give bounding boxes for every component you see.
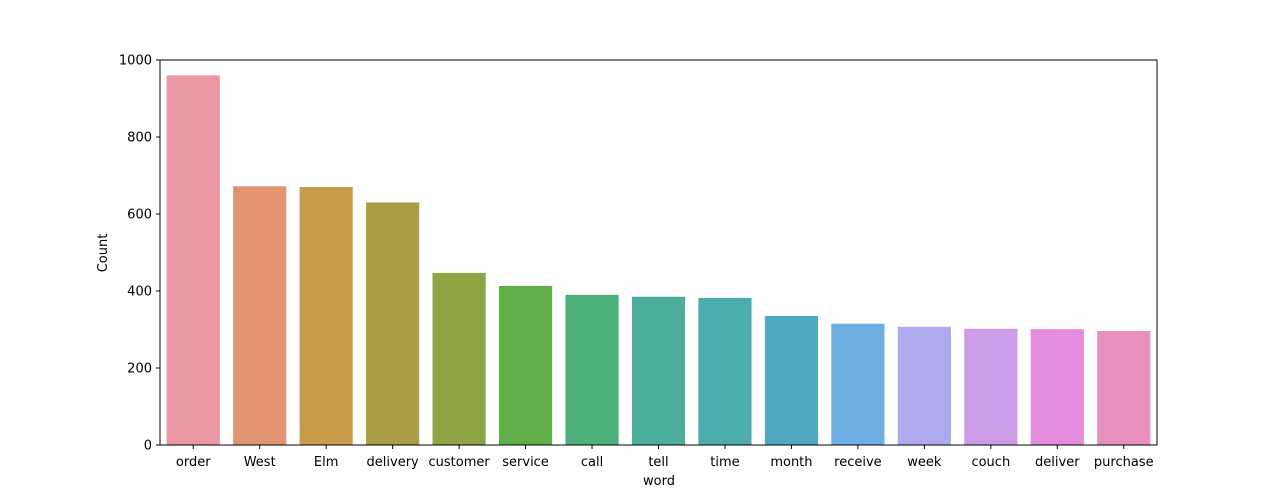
plot-frame: [159, 59, 1158, 446]
y-tick-label: 800: [127, 131, 152, 146]
bar-service: [498, 286, 553, 445]
y-tick-label: 600: [127, 208, 152, 223]
bar-deliver: [1030, 329, 1084, 445]
bar-couch: [964, 328, 1018, 445]
bar-call: [565, 294, 619, 445]
x-tick-label: week: [907, 455, 942, 470]
bar-receive: [831, 323, 885, 445]
bar-time: [698, 297, 752, 445]
bar-purchase: [1097, 331, 1151, 445]
y-tick-label: 1000: [119, 54, 152, 69]
bar-customer: [432, 272, 486, 445]
bar-month: [764, 316, 819, 445]
x-tick-label: call: [581, 455, 603, 470]
x-tick-label: order: [176, 455, 211, 470]
y-tick-label: 0: [144, 439, 152, 454]
bar-west: [233, 186, 287, 445]
x-tick-label: delivery: [367, 455, 420, 470]
x-tick-label: receive: [834, 455, 882, 470]
y-tick-label: 200: [127, 362, 152, 377]
x-tick-label: time: [710, 455, 739, 470]
x-tick-label: couch: [971, 455, 1010, 470]
bar-order: [166, 75, 220, 446]
y-tick-label: 400: [127, 285, 152, 300]
axes-layer: order West Elm delivery customer service call t…: [119, 54, 1158, 470]
x-tick-label: tell: [648, 455, 668, 470]
bar-elm: [299, 187, 353, 446]
x-tick-label: West: [244, 455, 276, 470]
x-tick-label: customer: [428, 455, 490, 470]
bars-layer: [166, 75, 1151, 446]
x-tick-label: Elm: [314, 455, 339, 470]
x-axis-title: word: [643, 474, 675, 489]
x-tick-label: service: [502, 455, 549, 470]
x-tick-label: deliver: [1035, 455, 1080, 470]
bar-week: [897, 326, 951, 445]
bar-tell: [631, 296, 686, 445]
x-tick-label: purchase: [1094, 455, 1154, 470]
x-tick-label: month: [770, 455, 812, 470]
bar-delivery: [366, 202, 420, 445]
y-axis-title: Count: [96, 234, 111, 273]
